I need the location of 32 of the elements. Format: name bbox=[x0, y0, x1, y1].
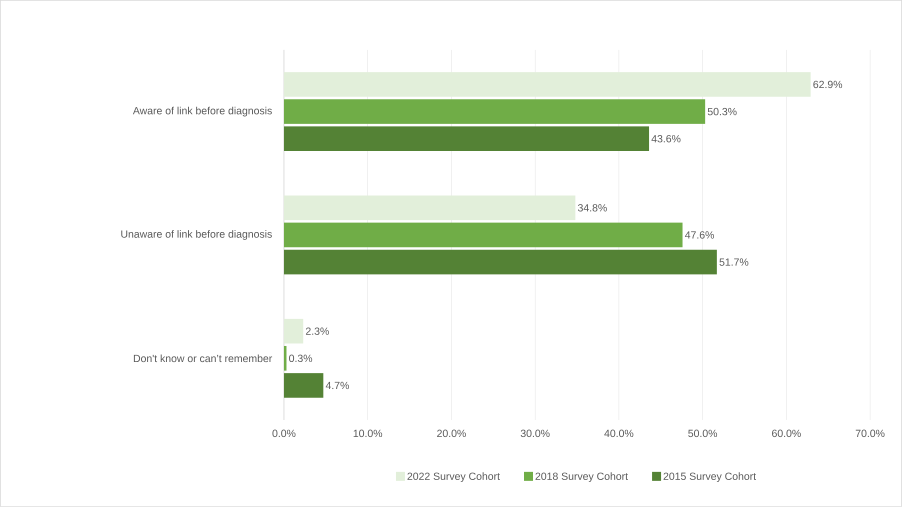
data-label: 4.7% bbox=[326, 382, 349, 390]
x-tick-label: 50.0% bbox=[688, 430, 718, 438]
bar bbox=[284, 196, 576, 220]
data-label: 47.6% bbox=[684, 231, 714, 239]
x-tick-label: 40.0% bbox=[604, 430, 634, 438]
x-tick-label: 30.0% bbox=[520, 430, 550, 438]
data-label: 51.7% bbox=[719, 258, 748, 266]
data-label: 34.8% bbox=[578, 204, 607, 212]
bar bbox=[284, 72, 811, 97]
data-label: 62.9% bbox=[813, 80, 842, 88]
bar bbox=[284, 126, 650, 152]
y-tick-label: Aware of link before diagnosis bbox=[132, 106, 272, 117]
y-tick-label: Don't know or can’t remember bbox=[134, 354, 272, 362]
x-tick-label: 20.0% bbox=[437, 430, 466, 438]
data-label: 43.6% bbox=[651, 135, 681, 142]
x-tick-label: 0.0% bbox=[272, 430, 296, 438]
x-tick-label: 60.0% bbox=[772, 430, 801, 438]
data-label: 2.3% bbox=[306, 328, 329, 335]
bar bbox=[284, 346, 286, 371]
x-tick-label: 10.0% bbox=[354, 430, 382, 438]
bar bbox=[284, 373, 324, 398]
bar bbox=[284, 99, 706, 124]
bar bbox=[284, 250, 717, 274]
bar bbox=[284, 318, 304, 344]
data-label: 50.3% bbox=[708, 108, 737, 116]
data-label: 0.3% bbox=[289, 354, 312, 362]
legend-label: 2018 Survey Cohort bbox=[536, 472, 628, 482]
bar bbox=[284, 222, 683, 248]
y-tick-label: Unaware of link before diagnosis bbox=[121, 230, 272, 240]
x-tick-label: 70.0% bbox=[856, 430, 885, 438]
legend-label: 2022 Survey Cohort bbox=[407, 472, 500, 482]
legend-label: 2015 Survey Cohort bbox=[664, 472, 756, 482]
